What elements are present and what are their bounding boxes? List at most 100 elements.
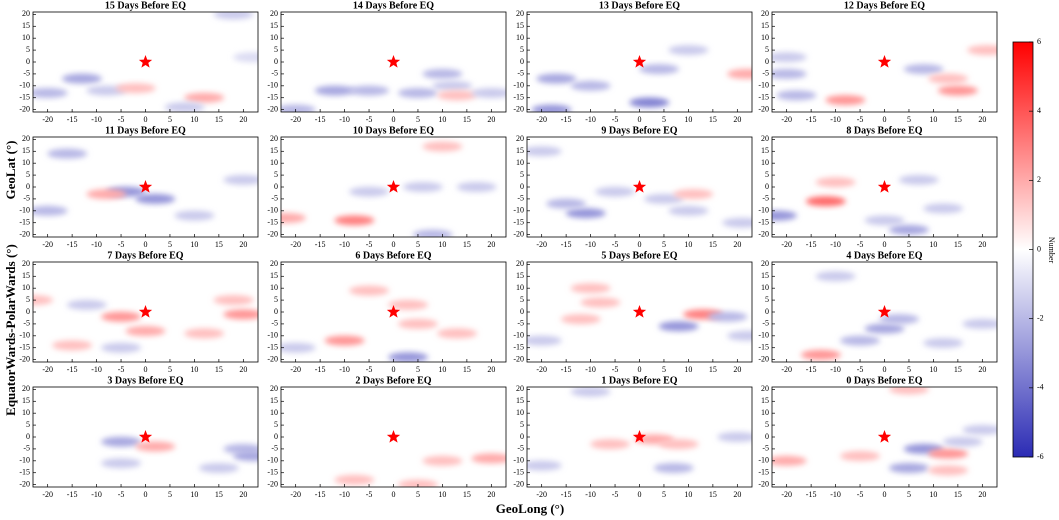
y-tick-label: 20 bbox=[22, 384, 30, 393]
y-tick-label: -20 bbox=[758, 354, 769, 363]
x-tick-label: -20 bbox=[42, 240, 53, 249]
x-tick-label: 20 bbox=[487, 240, 495, 249]
y-tick-label: 20 bbox=[761, 384, 769, 393]
heat-cell bbox=[668, 45, 709, 56]
x-tick-label: -5 bbox=[612, 115, 619, 124]
x-tick-label: 5 bbox=[416, 365, 420, 374]
heat-cell bbox=[527, 460, 562, 471]
heat-cell bbox=[923, 203, 964, 214]
heat-cell bbox=[402, 182, 443, 192]
y-tick-label: 5 bbox=[765, 420, 769, 429]
x-tick-label: -15 bbox=[806, 365, 817, 374]
y-tick-label: 5 bbox=[520, 420, 524, 429]
heat-cell bbox=[928, 465, 969, 476]
heat-cell bbox=[174, 210, 215, 221]
heat-cell bbox=[772, 52, 807, 63]
y-tick-label: -20 bbox=[19, 354, 30, 363]
x-tick-label: -10 bbox=[91, 240, 102, 249]
y-tick-label: 0 bbox=[26, 182, 30, 191]
y-tick-label: 10 bbox=[270, 283, 278, 292]
x-tick-label: 20 bbox=[733, 240, 741, 249]
heat-cell bbox=[349, 285, 390, 296]
x-tick-label: 15 bbox=[954, 240, 962, 249]
plot-area bbox=[33, 148, 258, 221]
x-tick-label: -20 bbox=[781, 365, 792, 374]
heat-cell bbox=[527, 146, 562, 157]
plot-area bbox=[33, 295, 258, 353]
y-tick-label: 5 bbox=[765, 295, 769, 304]
y-tick-label: -5 bbox=[23, 69, 30, 78]
x-tick-label: -20 bbox=[42, 115, 53, 124]
x-tick-label: -5 bbox=[118, 365, 125, 374]
x-tick-label: -5 bbox=[366, 490, 373, 499]
x-tick-label: -15 bbox=[561, 365, 572, 374]
x-tick-label: 0 bbox=[638, 490, 642, 499]
y-tick-label: 10 bbox=[516, 158, 524, 167]
y-tick-label: -15 bbox=[19, 468, 30, 477]
heat-cell bbox=[101, 458, 142, 469]
epicenter-star bbox=[632, 55, 647, 68]
y-tick-label: -20 bbox=[513, 354, 524, 363]
heat-cell bbox=[86, 189, 127, 200]
y-tick-label: -10 bbox=[513, 456, 524, 465]
x-tick-label: 0 bbox=[638, 240, 642, 249]
plot-area bbox=[772, 174, 964, 235]
epicenter-star bbox=[138, 305, 153, 318]
heat-cell bbox=[422, 455, 463, 466]
y-tick-label: -5 bbox=[23, 319, 30, 328]
y-axis-label: EquatorWards-PolarWards (°) bbox=[3, 244, 18, 416]
heat-cell bbox=[471, 453, 506, 464]
heat-cell bbox=[772, 455, 807, 466]
y-tick-label: 10 bbox=[761, 408, 769, 417]
y-tick-label: -20 bbox=[267, 479, 278, 488]
y-tick-label: 15 bbox=[270, 21, 278, 30]
plot-area bbox=[281, 285, 478, 362]
y-tick-label: -15 bbox=[267, 343, 278, 352]
x-tick-label: 15 bbox=[954, 115, 962, 124]
x-tick-label: -15 bbox=[806, 490, 817, 499]
x-tick-label: 10 bbox=[438, 115, 446, 124]
y-tick-label: 0 bbox=[765, 307, 769, 316]
x-tick-label: 10 bbox=[190, 240, 198, 249]
y-tick-label: 5 bbox=[274, 170, 278, 179]
x-tick-label: 15 bbox=[709, 365, 717, 374]
x-tick-label: 10 bbox=[929, 365, 937, 374]
heat-cell bbox=[590, 439, 631, 450]
x-axis-label: GeoLong (°) bbox=[496, 501, 564, 516]
y-tick-label: -5 bbox=[271, 319, 278, 328]
x-tick-label: 20 bbox=[733, 365, 741, 374]
y-tick-label: 5 bbox=[26, 295, 30, 304]
y-tick-label: -15 bbox=[758, 343, 769, 352]
x-tick-label: -5 bbox=[857, 115, 864, 124]
plot-area bbox=[281, 141, 497, 237]
heat-cell bbox=[422, 68, 463, 79]
heat-cell bbox=[66, 299, 107, 310]
y-tick-label: 20 bbox=[270, 134, 278, 143]
x-tick-label: 20 bbox=[239, 115, 247, 124]
y-tick-label: -10 bbox=[19, 81, 30, 90]
y-tick-label: 15 bbox=[22, 271, 30, 280]
heat-cell bbox=[923, 337, 964, 348]
y-tick-label: 15 bbox=[516, 21, 524, 30]
heat-cell bbox=[164, 102, 205, 112]
y-tick-label: -15 bbox=[513, 468, 524, 477]
y-tick-label: 0 bbox=[520, 307, 524, 316]
y-tick-label: 10 bbox=[516, 283, 524, 292]
y-tick-label: 20 bbox=[761, 259, 769, 268]
x-tick-label: 20 bbox=[487, 115, 495, 124]
y-tick-label: 20 bbox=[22, 9, 30, 18]
y-tick-label: -5 bbox=[271, 69, 278, 78]
x-tick-label: 5 bbox=[416, 240, 420, 249]
colorbar-label: Number bbox=[1047, 237, 1056, 264]
y-tick-label: 0 bbox=[274, 432, 278, 441]
y-tick-label: -5 bbox=[517, 69, 524, 78]
plot-area bbox=[772, 45, 997, 106]
x-tick-label: -15 bbox=[315, 365, 326, 374]
panel-title: 1 Days Before EQ bbox=[601, 375, 677, 386]
panel-title: 3 Days Before EQ bbox=[107, 375, 183, 386]
y-tick-label: -15 bbox=[758, 93, 769, 102]
colorbar-tick-label: 6 bbox=[1037, 37, 1041, 46]
y-tick-label: 20 bbox=[516, 9, 524, 18]
heat-cell bbox=[658, 321, 699, 332]
y-tick-label: 15 bbox=[270, 396, 278, 405]
